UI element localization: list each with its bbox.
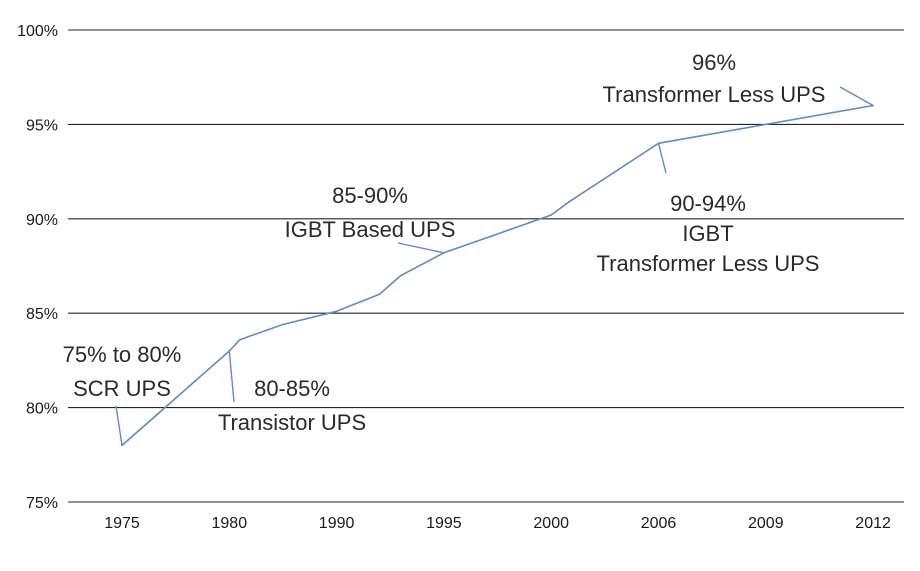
annotation-igbt: 85-90% IGBT Based UPS [285,183,456,242]
series-point [239,338,241,341]
x-tick-label: 1975 [104,515,140,532]
x-tick-label: 2009 [748,515,784,532]
leader-scr [115,405,123,446]
gridlines [68,29,904,503]
series-point [400,274,402,277]
series-point [335,310,338,313]
series-point [550,214,552,216]
annotation-text: 75% to 80% [63,342,182,367]
annotation-text: Transistor UPS [218,410,366,435]
annotation-text: 80-85% [254,376,330,401]
series-point [282,323,284,326]
annotation-text: Transformer Less UPS [597,251,820,276]
x-tick-label: 1995 [426,515,462,532]
x-axis-ticks: 1975 1980 1990 1995 2000 2006 2009 2012 [104,515,891,532]
series-point [378,293,381,296]
annotation-text: 96% [692,50,736,75]
y-tick-label: 75% [26,495,58,512]
annotation-leaders [115,86,874,446]
y-tick-label: 85% [26,306,58,323]
annotation-scr: 75% to 80% SCR UPS [63,342,182,401]
series-group [121,104,874,447]
annotation-text: IGBT [682,221,733,246]
x-tick-label: 2000 [533,515,569,532]
series-point [486,236,488,239]
leader-transistor [228,350,235,403]
annotation-text: Transformer Less UPS [603,82,826,107]
y-tick-label: 100% [17,23,58,40]
annotation-tl: 96% Transformer Less UPS [603,50,826,107]
x-tick-label: 1990 [319,515,355,532]
annotation-text: 90-94% [670,191,746,216]
annotation-transistor: 80-85% Transistor UPS [218,376,366,435]
x-tick-label: 1980 [212,515,248,532]
x-tick-label: 2012 [855,515,891,532]
annotation-text: 85-90% [332,183,408,208]
annotations: 75% to 80% SCR UPS 80-85% Transistor UPS 85-… [63,50,826,435]
annotation-text: IGBT Based UPS [285,217,456,242]
annotation-igbt-tl: 90-94% IGBT Transformer Less UPS [597,191,820,276]
y-tick-label: 95% [26,117,58,134]
y-tick-label: 80% [26,401,58,418]
x-tick-label: 2006 [641,515,677,532]
series-point [568,201,570,203]
leader-tl [839,86,874,107]
annotation-text: SCR UPS [73,376,171,401]
y-tick-label: 90% [26,212,58,229]
leader-igbt-tl [657,143,667,174]
leader-igbt [397,242,445,254]
y-axis-ticks: 75% 80% 85% 90% 95% 100% [17,23,58,512]
